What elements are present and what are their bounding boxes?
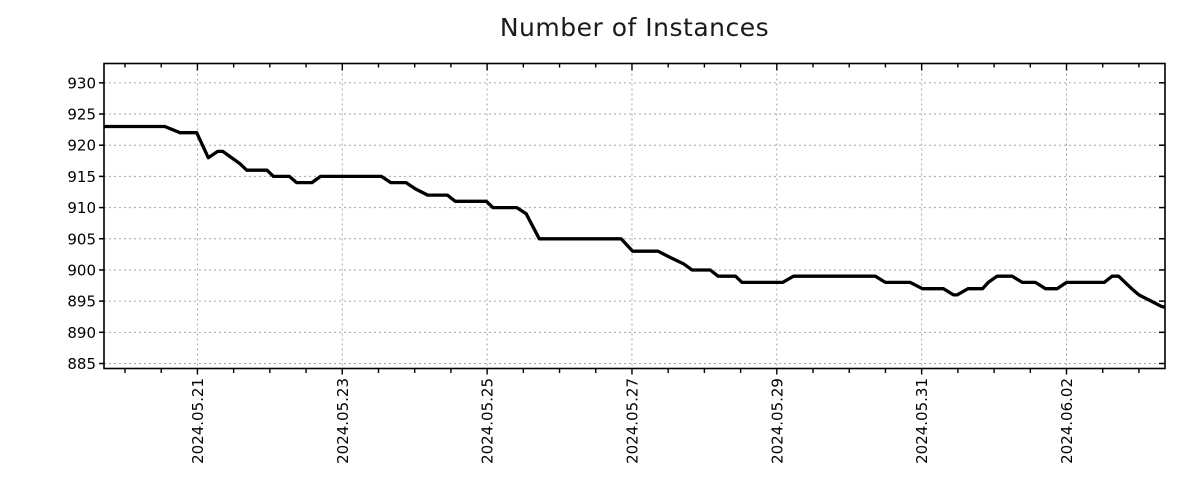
x-tick-label: 2024.05.29 bbox=[768, 378, 786, 464]
x-tick-label: 2024.05.25 bbox=[479, 378, 497, 464]
y-tick-label: 910 bbox=[67, 199, 96, 217]
x-tick-label: 2024.06.02 bbox=[1058, 378, 1076, 464]
x-tick-label: 2024.05.21 bbox=[189, 378, 207, 464]
y-tick-label: 905 bbox=[67, 230, 96, 248]
y-tick-label: 900 bbox=[67, 261, 96, 279]
y-tick-label: 885 bbox=[67, 355, 96, 373]
series-line-instances bbox=[104, 124, 1166, 309]
y-tick-label: 920 bbox=[67, 137, 96, 155]
y-tick-label: 930 bbox=[67, 74, 96, 92]
plot-border bbox=[103, 62, 1166, 370]
y-tick-label: 925 bbox=[67, 106, 96, 124]
y-tick-label: 890 bbox=[67, 324, 96, 342]
x-tick-label: 2024.05.23 bbox=[334, 378, 352, 464]
x-tick-label: 2024.05.27 bbox=[623, 378, 641, 464]
chart-title: Number of Instances bbox=[499, 13, 770, 42]
x-tick-label: 2024.05.31 bbox=[913, 378, 931, 464]
y-tick-label: 895 bbox=[67, 293, 96, 311]
y-tick-label: 915 bbox=[67, 168, 96, 186]
